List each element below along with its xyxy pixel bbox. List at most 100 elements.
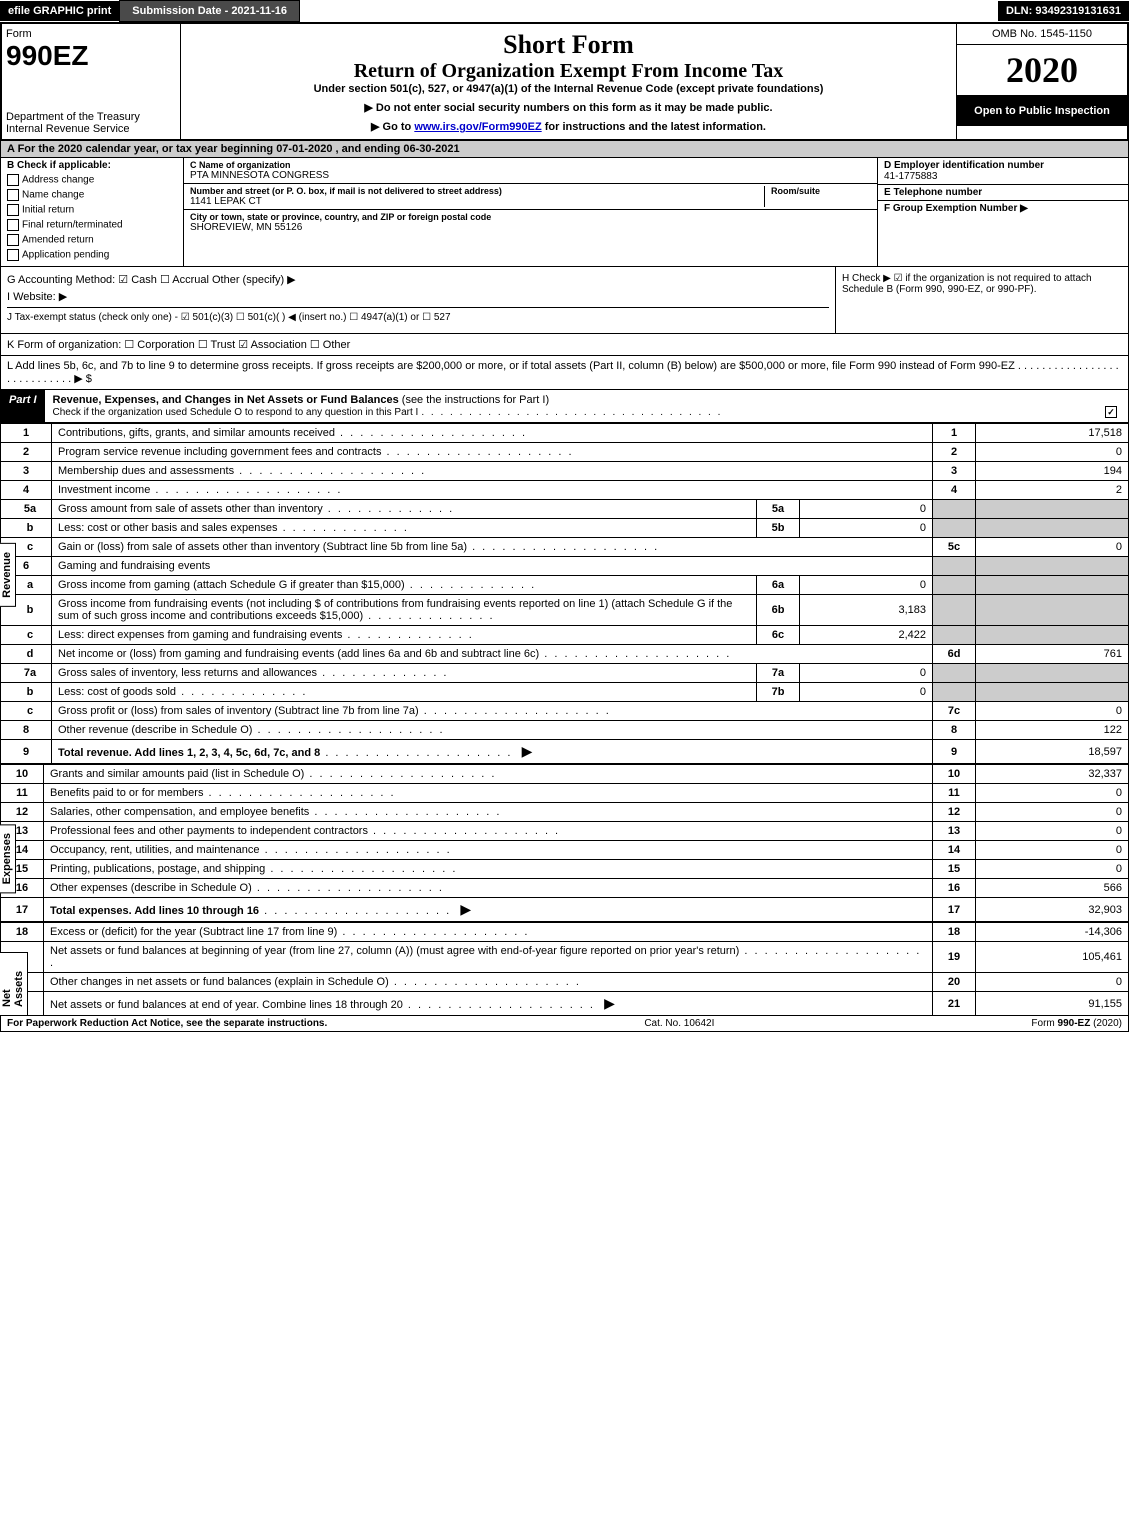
footer-right: Form 990-EZ (2020) [1031, 1018, 1122, 1029]
table-row: 7aGross sales of inventory, less returns… [1, 664, 1129, 683]
form-header: Form 990EZ Department of the Treasury In… [0, 22, 1129, 141]
b-opt-pending: Application pending [7, 249, 177, 261]
revenue-section: Revenue 1Contributions, gifts, grants, a… [0, 423, 1129, 764]
part-i-title: Revenue, Expenses, and Changes in Net As… [45, 390, 1128, 422]
f-row: F Group Exemption Number ▶ [878, 201, 1128, 266]
goto-line: ▶ Go to www.irs.gov/Form990EZ for instru… [187, 120, 950, 133]
part-i-check [1105, 406, 1117, 418]
header-center: Short Form Return of Organization Exempt… [181, 24, 957, 139]
efile-label[interactable]: efile GRAPHIC print [0, 1, 119, 21]
table-row: 6Gaming and fundraising events [1, 557, 1129, 576]
netassets-side-label: Net Assets [0, 952, 28, 1016]
form-number: 990EZ [6, 40, 176, 72]
submission-date: Submission Date - 2021-11-16 [119, 0, 300, 22]
table-row: aGross income from gaming (attach Schedu… [1, 576, 1129, 595]
table-row: 8Other revenue (describe in Schedule O)8… [1, 721, 1129, 740]
c-city-value: SHOREVIEW, MN 55126 [190, 222, 871, 233]
subtitle: Under section 501(c), 527, or 4947(a)(1)… [187, 83, 950, 95]
c-name-label: C Name of organization [190, 160, 871, 170]
table-row: bGross income from fundraising events (n… [1, 595, 1129, 626]
line-a: A For the 2020 calendar year, or tax yea… [0, 141, 1129, 158]
col-g: G Accounting Method: ☑ Cash ☐ Accrual Ot… [1, 267, 835, 333]
table-row: cGross profit or (loss) from sales of in… [1, 702, 1129, 721]
b-opt-address: Address change [7, 174, 177, 186]
footer-left: For Paperwork Reduction Act Notice, see … [7, 1018, 327, 1029]
table-row: 20Other changes in net assets or fund ba… [1, 973, 1129, 992]
b-title: B Check if applicable: [7, 160, 177, 171]
table-row: 2Program service revenue including gover… [1, 443, 1129, 462]
b-opt-initial: Initial return [7, 204, 177, 216]
omb-number: OMB No. 1545-1150 [957, 24, 1127, 45]
table-row: 13Professional fees and other payments t… [1, 822, 1129, 841]
b-opt-name: Name change [7, 189, 177, 201]
line-i: I Website: ▶ [7, 290, 829, 308]
expenses-table: 10Grants and similar amounts paid (list … [0, 764, 1129, 922]
table-row: 16Other expenses (describe in Schedule O… [1, 879, 1129, 898]
table-row: 14Occupancy, rent, utilities, and mainte… [1, 841, 1129, 860]
expenses-section: Expenses 10Grants and similar amounts pa… [0, 764, 1129, 922]
dln: DLN: 93492319131631 [998, 1, 1129, 21]
line-j: J Tax-exempt status (check only one) - ☑… [7, 312, 829, 323]
table-row: 18Excess or (deficit) for the year (Subt… [1, 923, 1129, 942]
col-h: H Check ▶ ☑ if the organization is not r… [835, 267, 1128, 333]
header-left: Form 990EZ Department of the Treasury In… [2, 24, 181, 139]
title-short-form: Short Form [187, 30, 950, 60]
b-opt-amended: Amended return [7, 234, 177, 246]
table-row: 19Net assets or fund balances at beginni… [1, 942, 1129, 973]
table-row: 21Net assets or fund balances at end of … [1, 992, 1129, 1016]
line-l: L Add lines 5b, 6c, and 7b to line 9 to … [0, 356, 1129, 390]
e-label: E Telephone number [884, 187, 1122, 198]
title-return: Return of Organization Exempt From Incom… [187, 60, 950, 83]
table-row: 10Grants and similar amounts paid (list … [1, 765, 1129, 784]
warning-ssn: ▶ Do not enter social security numbers o… [187, 101, 950, 114]
b-opt-final: Final return/terminated [7, 219, 177, 231]
d-value: 41-1775883 [884, 171, 1122, 182]
d-row: D Employer identification number 41-1775… [878, 158, 1128, 185]
netassets-section: Net Assets 18Excess or (deficit) for the… [0, 922, 1129, 1016]
e-row: E Telephone number [878, 185, 1128, 201]
c-name-row: C Name of organization PTA MINNESOTA CON… [184, 158, 877, 184]
table-row: 3Membership dues and assessments3194 [1, 462, 1129, 481]
line-k: K Form of organization: ☐ Corporation ☐ … [0, 334, 1129, 356]
table-row: 5aGross amount from sale of assets other… [1, 500, 1129, 519]
c-city-label: City or town, state or province, country… [190, 212, 871, 222]
part-i-header: Part I Revenue, Expenses, and Changes in… [0, 390, 1129, 423]
section-ghij: G Accounting Method: ☑ Cash ☐ Accrual Ot… [0, 267, 1129, 334]
table-row: 15Printing, publications, postage, and s… [1, 860, 1129, 879]
footer-center: Cat. No. 10642I [327, 1018, 1031, 1029]
top-bar: efile GRAPHIC print Submission Date - 20… [0, 0, 1129, 22]
goto-pre: ▶ Go to [371, 121, 414, 133]
part-i-label: Part I [1, 390, 45, 422]
table-row: 1Contributions, gifts, grants, and simil… [1, 424, 1129, 443]
col-c: C Name of organization PTA MINNESOTA CON… [184, 158, 877, 266]
f-label: F Group Exemption Number ▶ [884, 203, 1122, 214]
c-street-row: Number and street (or P. O. box, if mail… [184, 184, 877, 210]
c-street-value: 1141 LEPAK CT [190, 196, 764, 207]
table-row: cGain or (loss) from sale of assets othe… [1, 538, 1129, 557]
irs-link[interactable]: www.irs.gov/Form990EZ [414, 121, 541, 133]
c-name-value: PTA MINNESOTA CONGRESS [190, 170, 871, 181]
table-row: bLess: cost of goods sold7b0 [1, 683, 1129, 702]
col-b: B Check if applicable: Address change Na… [1, 158, 184, 266]
c-street-label: Number and street (or P. O. box, if mail… [190, 186, 764, 196]
expenses-side-label: Expenses [0, 824, 16, 893]
table-row: 4Investment income42 [1, 481, 1129, 500]
col-def: D Employer identification number 41-1775… [877, 158, 1128, 266]
form-label: Form [6, 28, 176, 40]
table-row: bLess: cost or other basis and sales exp… [1, 519, 1129, 538]
table-row: 9Total revenue. Add lines 1, 2, 3, 4, 5c… [1, 740, 1129, 764]
dept-treasury: Department of the Treasury Internal Reve… [6, 111, 176, 135]
revenue-table: 1Contributions, gifts, grants, and simil… [0, 423, 1129, 764]
c-room-label: Room/suite [771, 186, 871, 196]
line-g: G Accounting Method: ☑ Cash ☐ Accrual Ot… [7, 273, 829, 286]
revenue-side-label: Revenue [0, 543, 16, 607]
table-row: 17Total expenses. Add lines 10 through 1… [1, 898, 1129, 922]
footer: For Paperwork Reduction Act Notice, see … [0, 1016, 1129, 1032]
c-city-row: City or town, state or province, country… [184, 210, 877, 266]
tax-year: 2020 [957, 45, 1127, 96]
table-row: dNet income or (loss) from gaming and fu… [1, 645, 1129, 664]
section-bc: B Check if applicable: Address change Na… [0, 158, 1129, 267]
open-public: Open to Public Inspection [957, 96, 1127, 126]
table-row: 11Benefits paid to or for members110 [1, 784, 1129, 803]
netassets-table: 18Excess or (deficit) for the year (Subt… [0, 922, 1129, 1016]
